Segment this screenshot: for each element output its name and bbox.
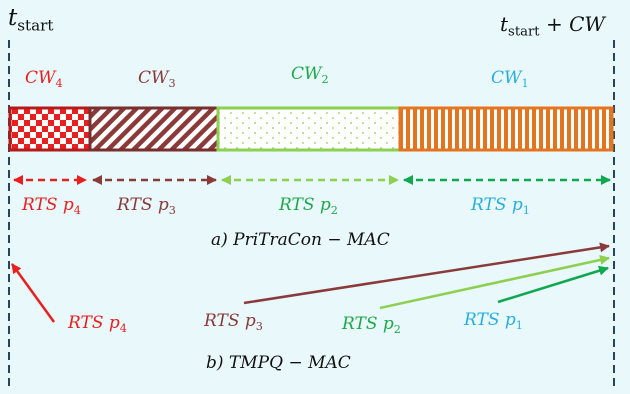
b-rts-p1-label: RTS p1	[464, 310, 523, 332]
rts-p1-arrow	[497, 265, 609, 304]
cw2-bar	[216, 106, 402, 152]
a-rts-p4-label: RTS p4	[22, 195, 81, 217]
cw2-label: CW2	[291, 64, 329, 86]
t-end-label: tstart + CW	[500, 12, 605, 40]
b-rts-p4-label: RTS p4	[68, 313, 127, 335]
a-rts-p3-label: RTS p3	[117, 195, 176, 217]
b-rts-p3-label: RTS p3	[204, 311, 263, 333]
b-rts-p2-label: RTS p2	[342, 314, 401, 336]
caption-b: b) TMPQ − MAC	[206, 353, 351, 373]
rts-p2-arrow	[379, 255, 610, 310]
a-rts-p1-label: RTS p1	[471, 195, 530, 217]
cw1-label: CW1	[491, 68, 529, 90]
rts-p4-arrow	[10, 263, 56, 323]
a-rts-p2-label: RTS p2	[279, 195, 338, 217]
cw3-bar	[88, 106, 220, 152]
t-start-label: tstart	[8, 5, 54, 35]
cw1-bar	[398, 106, 614, 152]
rts-p3-arrow	[243, 242, 610, 305]
cw4-label: CW4	[25, 68, 63, 90]
cw4-bar	[8, 106, 92, 152]
caption-a: a) PriTraCon − MAC	[211, 230, 390, 250]
cw3-label: CW3	[138, 68, 176, 90]
